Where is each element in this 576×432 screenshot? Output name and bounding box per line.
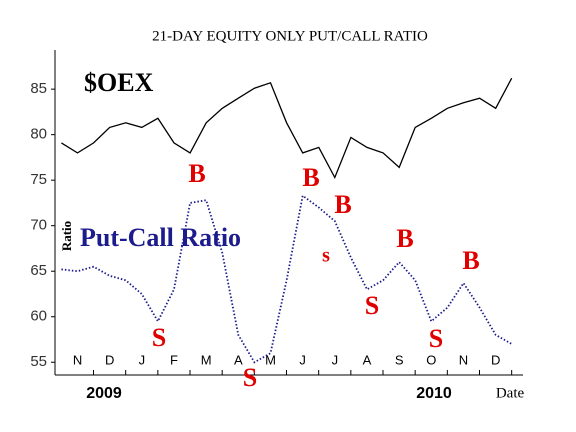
- y-tick-label: 80: [30, 126, 47, 143]
- annotation: B: [334, 190, 351, 219]
- chart-title: 21-DAY EQUITY ONLY PUT/CALL RATIO: [152, 28, 428, 44]
- annotation: B: [302, 163, 319, 192]
- annotation: S: [152, 323, 166, 352]
- y-tick-label: 55: [30, 353, 47, 370]
- annotation: S: [365, 291, 379, 320]
- y-tick-label: 70: [30, 217, 47, 234]
- x-tick-label: M: [201, 352, 212, 367]
- x-tick-label: N: [73, 352, 82, 367]
- year-label: 2009: [86, 385, 122, 402]
- annotation: S: [429, 324, 443, 353]
- x-axis-label: Date: [496, 385, 525, 401]
- x-tick-label: N: [459, 352, 468, 367]
- annotation: B: [396, 224, 413, 253]
- x-tick-label: D: [105, 352, 114, 367]
- annotation: B: [188, 159, 205, 188]
- y-tick-label: 60: [30, 308, 47, 325]
- series-line: [61, 77, 513, 180]
- x-tick-label: J: [139, 352, 146, 367]
- x-tick-label: O: [426, 352, 436, 367]
- annotation: B: [462, 246, 479, 275]
- y-axis-label: Ratio: [59, 221, 74, 251]
- x-tick-label: M: [265, 352, 276, 367]
- y-tick-label: 85: [30, 80, 47, 97]
- y-tick-label: 75: [30, 171, 47, 188]
- series-line: [61, 194, 513, 364]
- annotation: S: [243, 363, 257, 392]
- x-tick-label: A: [234, 352, 243, 367]
- x-tick-label: J: [332, 352, 339, 367]
- y-tick-label: 65: [30, 262, 47, 279]
- series-label: Put-Call Ratio: [80, 223, 241, 252]
- year-label: 2010: [416, 385, 452, 402]
- x-tick-label: A: [363, 352, 372, 367]
- x-tick-label: F: [170, 352, 178, 367]
- series-label: $OEX: [84, 68, 154, 97]
- x-tick-label: J: [299, 352, 306, 367]
- x-tick-label: S: [395, 352, 404, 367]
- x-tick-label: D: [491, 352, 500, 367]
- annotation: s: [322, 245, 330, 267]
